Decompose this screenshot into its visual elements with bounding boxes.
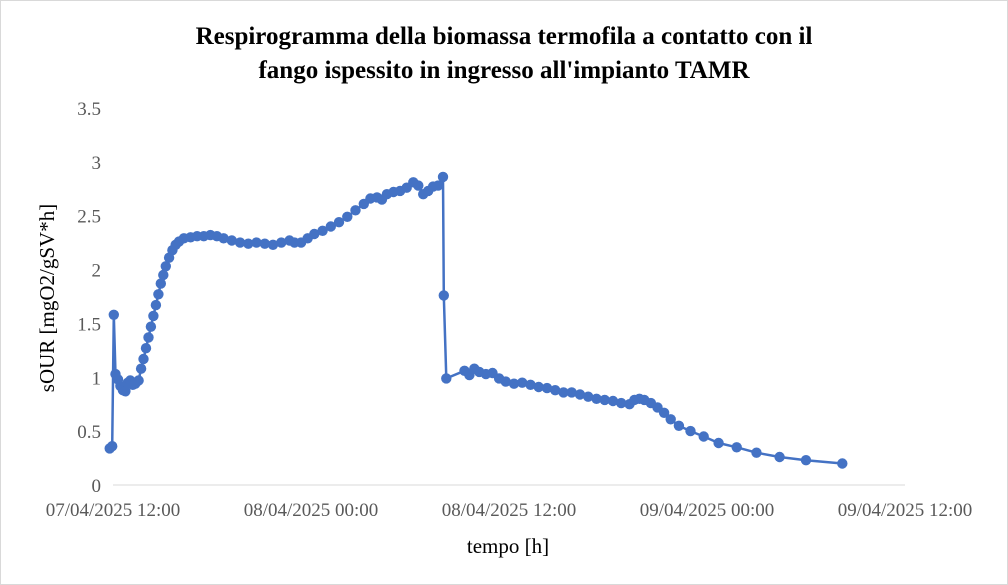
data-point (133, 375, 144, 386)
data-point (558, 387, 569, 398)
data-point (525, 379, 536, 390)
chart-title-line-1: Respirogramma della biomassa termofila a… (195, 23, 813, 50)
data-point (276, 237, 287, 248)
data-point (333, 217, 345, 228)
data-point (108, 309, 120, 320)
data-point (120, 386, 131, 397)
data-point (148, 310, 159, 322)
data-point (234, 237, 246, 248)
data-point (441, 373, 452, 384)
data-point (138, 353, 149, 365)
x-axis-ticks: 07/04/2025 12:00 08/04/2025 00:00 08/04/20… (46, 500, 973, 521)
x-tick-label: 08/04/2025 00:00 (244, 500, 379, 521)
data-point (145, 321, 157, 332)
data-point (517, 377, 528, 388)
data-point (533, 381, 544, 393)
y-tick-label: 1 (92, 368, 102, 389)
series-sour (104, 171, 848, 469)
data-point (251, 237, 262, 248)
data-point (309, 228, 320, 240)
y-tick-label: 2.5 (77, 207, 101, 228)
chart-title: Respirogramma della biomassa termofila a… (0, 20, 1008, 88)
data-point (566, 387, 577, 398)
data-point (685, 425, 696, 437)
data-point (591, 393, 602, 404)
data-point (317, 225, 328, 236)
data-point (500, 376, 511, 387)
data-point (574, 389, 586, 400)
data-point (259, 238, 270, 249)
y-axis-ticks: 0 0.5 1 1.5 2 2.5 3 3.5 (77, 99, 101, 497)
x-tick-label: 07/04/2025 12:00 (46, 500, 181, 521)
data-point (731, 442, 742, 453)
y-tick-label: 2 (92, 261, 102, 282)
data-point (541, 382, 553, 394)
data-point (243, 238, 254, 249)
x-axis-label: tempo [h] (467, 534, 549, 558)
data-point (107, 441, 118, 452)
data-point (160, 261, 171, 272)
data-point (158, 269, 169, 281)
data-point (342, 211, 353, 222)
data-point (673, 420, 685, 431)
data-point (583, 391, 594, 402)
x-tick-label: 08/04/2025 12:00 (442, 500, 577, 521)
y-tick-label: 3 (92, 153, 102, 174)
data-point (153, 289, 164, 300)
data-point (437, 171, 449, 183)
data-point (143, 332, 154, 343)
data-point (226, 235, 237, 246)
data-point (508, 378, 520, 389)
data-point (413, 180, 424, 191)
data-point (800, 455, 812, 466)
data-point (751, 447, 762, 458)
y-axis-label: sOUR [mgO2/gSV*h] (35, 204, 59, 392)
data-point (665, 414, 676, 425)
data-point (658, 407, 670, 418)
data-point (325, 221, 336, 232)
data-point (432, 180, 444, 191)
data-point (550, 385, 561, 396)
y-tick-label: 0 (92, 476, 102, 497)
series-line (108, 175, 843, 465)
data-point (774, 451, 785, 463)
data-point (155, 278, 166, 289)
data-point (438, 290, 449, 301)
data-point (713, 437, 724, 449)
data-point (140, 343, 152, 354)
y-tick-label: 1.5 (77, 314, 101, 335)
chart-title-line-2: fango ispessito in ingresso all'impianto… (258, 57, 750, 84)
data-point (350, 205, 361, 216)
x-tick-label: 09/04/2025 12:00 (838, 500, 973, 521)
data-point (150, 299, 162, 311)
y-tick-label: 0.5 (77, 422, 101, 443)
x-tick-label: 09/04/2025 00:00 (640, 500, 775, 521)
data-point (607, 395, 619, 407)
y-tick-label: 3.5 (77, 99, 101, 120)
data-point (135, 363, 147, 374)
data-point (267, 239, 279, 250)
data-point (218, 233, 229, 244)
data-point (698, 431, 709, 442)
data-point (599, 394, 610, 406)
data-point (837, 458, 848, 469)
data-point (616, 397, 627, 409)
